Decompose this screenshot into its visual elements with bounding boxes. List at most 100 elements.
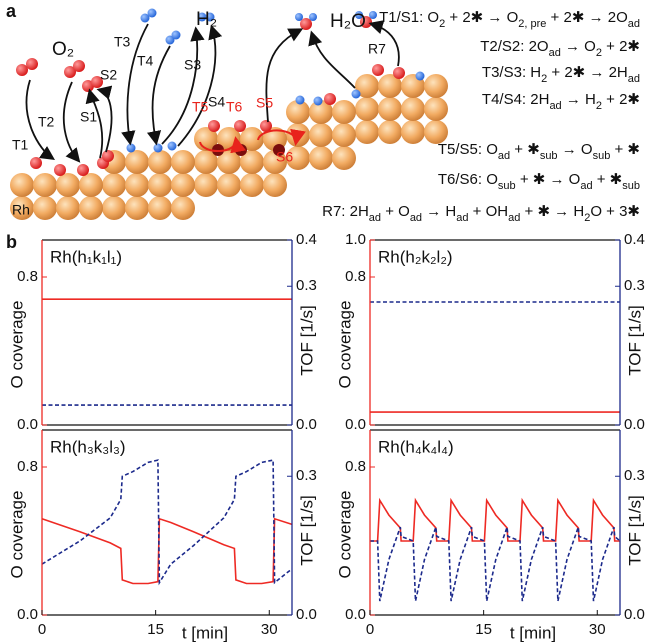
equation-text: R7: 2H <box>322 203 369 220</box>
subscript: sub <box>540 150 558 162</box>
subscript: 2, pre <box>518 18 546 30</box>
rh-atom <box>378 97 402 121</box>
rh-atom <box>355 97 379 121</box>
subscript: ad <box>456 212 468 224</box>
hydrogen <box>126 143 136 153</box>
charts: 0.8 0.0 0.4 0.3 0.0 Rh(h₁k₁l₁) O coverage TOF [… <box>7 231 644 643</box>
equation: T6/S6: Osub + ✱ → Oad + ✱sub <box>438 171 640 192</box>
rh-atom <box>10 196 34 220</box>
equation: T2/S2: 2Oad → O2 + 2✱ <box>480 38 640 59</box>
equation-text: + 2✱ → 2O <box>546 9 627 26</box>
y-tick-label: 1.0 <box>345 231 366 248</box>
rh-atom <box>217 150 241 174</box>
y-axis-label: O coverage <box>7 491 26 579</box>
rh-atom <box>125 150 149 174</box>
equation-text: → O <box>561 38 596 55</box>
subscript: sub <box>498 180 516 192</box>
equation-text: + ✱ <box>510 141 540 158</box>
equation-text: + ✱ → H <box>520 203 584 220</box>
equation-text: T6/S6: O <box>438 171 498 188</box>
rh-atom <box>79 196 103 220</box>
rh-atom <box>401 120 425 144</box>
step-label: T5 <box>192 99 209 115</box>
subscript: ad <box>549 100 561 112</box>
equation-text: → H <box>562 91 596 108</box>
equations: T1/S1: O2 + 2✱ → O2, pre + 2✱ → 2OadT2/S… <box>322 9 640 224</box>
water <box>309 13 317 21</box>
subscript: 2 <box>439 18 445 30</box>
equation-text: T5/S5: O <box>438 141 498 158</box>
rh-atom <box>240 150 264 174</box>
rh-atom <box>401 97 425 121</box>
rh-atom <box>332 146 356 170</box>
gas-oxygen <box>73 60 85 72</box>
equation-text: + O <box>381 203 410 220</box>
gas-hydrogen <box>205 12 215 22</box>
panel-title: Rh(h₁k₁l₁) <box>50 247 122 266</box>
y-tick-label: 0.8 <box>345 268 366 285</box>
data-line <box>41 517 293 585</box>
x-tick-label: 15 <box>475 621 492 638</box>
molecule-label: H₂O <box>330 11 366 32</box>
rh-atom <box>194 150 218 174</box>
step-label: S2 <box>100 67 117 83</box>
equation: R7: 2Had + Oad → Had + OHad + ✱ → H2O + … <box>322 203 640 224</box>
element-label: Rh <box>12 202 30 218</box>
oxygen <box>260 120 272 132</box>
subscript: 2 <box>584 212 590 224</box>
subscript: ad <box>628 73 640 85</box>
oxygen <box>372 64 384 76</box>
rh-atom <box>332 123 356 147</box>
step-label: T4 <box>137 53 154 69</box>
rh-atom <box>171 150 195 174</box>
subsurface-oxygen <box>212 144 224 156</box>
subscript: ad <box>410 212 422 224</box>
hydrogen <box>415 71 425 81</box>
subscript: sub <box>593 150 611 162</box>
oxygen <box>393 67 405 79</box>
subscript: ad <box>508 212 520 224</box>
hydrogen <box>153 143 163 153</box>
rh-atom <box>309 123 333 147</box>
y2-tick-label: 0.4 <box>624 231 645 248</box>
gas-oxygen <box>26 58 38 70</box>
rh-atom <box>240 127 264 151</box>
equation-text: + ✱ <box>610 141 640 158</box>
rh-atom <box>171 173 195 197</box>
equation-text: + 2✱ <box>602 38 640 55</box>
rh-atom <box>240 173 264 197</box>
equation-text: + ✱ → O <box>516 171 581 188</box>
rh-atom <box>102 196 126 220</box>
gas-hydrogen <box>140 13 150 23</box>
panel-title: Rh(h₃k₃l₃) <box>50 437 126 456</box>
arrow <box>161 26 205 145</box>
rh-atom <box>309 146 333 170</box>
rh-atom <box>309 100 333 124</box>
oxygen <box>54 164 66 176</box>
x-axis-label: t [min] <box>510 623 556 642</box>
molecule-label: H₂ <box>196 9 217 30</box>
rh-atom <box>79 173 103 197</box>
equation-text: → O <box>558 141 593 158</box>
equation-text: O + 3✱ <box>590 203 640 220</box>
y2-tick-label: 0.0 <box>296 606 317 623</box>
y2-tick-label: 0.3 <box>296 467 317 484</box>
y2-tick-label: 0.0 <box>624 416 645 433</box>
subsurface-oxygen <box>273 144 285 156</box>
y2-tick-label: 0.0 <box>624 606 645 623</box>
subscript: ad <box>369 212 381 224</box>
molecule-label: O₂ <box>52 39 74 60</box>
rh-atom <box>355 74 379 98</box>
y2-tick-label: 0.3 <box>624 277 645 294</box>
rh-atom <box>286 146 310 170</box>
hydrogen <box>167 141 177 151</box>
step-label: R7 <box>368 41 386 57</box>
x-tick-label: 15 <box>147 621 164 638</box>
rh-atom <box>424 120 448 144</box>
step-label: T3 <box>114 34 131 50</box>
arrow <box>25 79 55 160</box>
rh-atom <box>125 173 149 197</box>
rh-atom <box>332 100 356 124</box>
panel-label: a <box>6 1 17 21</box>
